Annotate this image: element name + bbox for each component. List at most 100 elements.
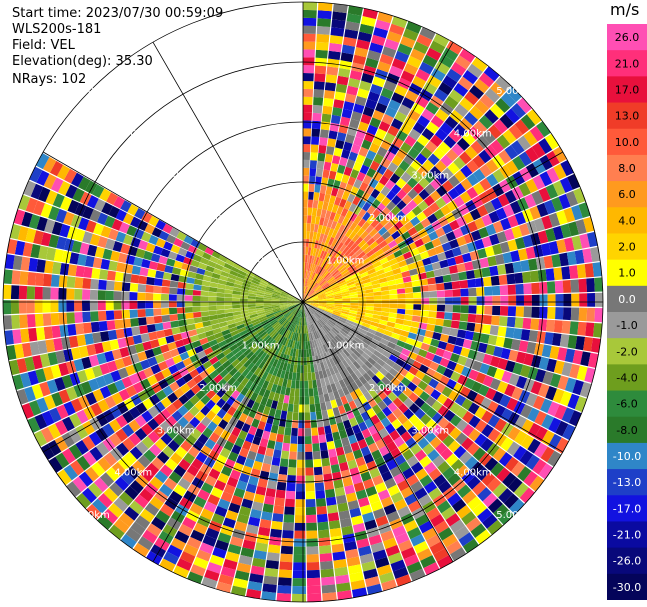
velocity-gate	[335, 139, 345, 150]
velocity-gate	[330, 348, 338, 357]
velocity-gate	[425, 351, 435, 361]
velocity-gate	[375, 19, 391, 31]
velocity-gate	[363, 453, 374, 464]
velocity-gate	[323, 193, 331, 203]
velocity-gate	[539, 154, 553, 171]
velocity-gate	[406, 561, 423, 574]
velocity-gate	[401, 231, 411, 241]
colorbar-segment	[607, 285, 647, 313]
velocity-gate	[86, 504, 102, 520]
velocity-gate	[128, 432, 142, 446]
velocity-gate	[345, 21, 360, 32]
velocity-gate	[304, 435, 312, 445]
ring-label: 2.00km	[199, 383, 237, 394]
velocity-gate	[116, 442, 130, 457]
velocity-gate	[192, 439, 205, 452]
velocity-gate	[467, 221, 478, 233]
velocity-gate	[504, 189, 517, 204]
velocity-gate	[303, 325, 305, 334]
velocity-gate	[287, 303, 296, 306]
velocity-gate	[392, 136, 404, 149]
velocity-gate	[65, 184, 78, 199]
velocity-gate	[359, 80, 372, 92]
velocity-gate	[50, 364, 62, 379]
velocity-gate	[454, 170, 467, 183]
velocity-gate	[186, 277, 195, 284]
velocity-gate	[471, 57, 488, 72]
velocity-gate	[333, 479, 344, 489]
velocity-gate	[427, 317, 437, 325]
velocity-gate	[200, 394, 211, 406]
velocity-gate	[397, 505, 411, 518]
velocity-gate	[407, 381, 418, 392]
velocity-gate	[263, 389, 271, 399]
velocity-gate	[255, 296, 264, 300]
velocity-gate	[335, 172, 344, 182]
velocity-gate	[224, 305, 233, 310]
velocity-gate	[283, 311, 291, 317]
velocity-gate	[414, 408, 426, 420]
velocity-gate	[260, 396, 268, 406]
velocity-gate	[398, 335, 408, 343]
velocity-gate	[26, 286, 36, 300]
velocity-gate	[274, 333, 281, 341]
velocity-gate	[335, 262, 344, 270]
velocity-gate	[495, 97, 511, 113]
velocity-gate	[390, 377, 401, 387]
velocity-gate	[397, 77, 412, 90]
velocity-gate	[578, 278, 588, 293]
velocity-gate	[410, 321, 420, 329]
velocity-gate	[304, 372, 308, 381]
velocity-gate	[333, 439, 343, 449]
velocity-gate	[342, 386, 350, 396]
field-label: Field: VEL	[12, 38, 75, 53]
velocity-gate	[340, 116, 351, 127]
velocity-gate	[303, 294, 306, 302]
velocity-gate	[459, 450, 473, 465]
velocity-gate	[271, 520, 283, 530]
velocity-gate	[279, 317, 286, 324]
velocity-gate	[210, 319, 219, 326]
velocity-gate	[370, 541, 385, 554]
velocity-gate	[317, 224, 323, 234]
velocity-gate	[144, 502, 160, 517]
velocity-gate	[97, 290, 106, 300]
velocity-gate	[365, 309, 374, 315]
velocity-gate	[315, 57, 328, 67]
velocity-gate	[287, 331, 293, 340]
velocity-gate	[207, 379, 218, 389]
velocity-gate	[308, 191, 314, 200]
velocity-gate	[313, 223, 319, 233]
velocity-gate	[367, 378, 377, 388]
velocity-gate	[193, 496, 207, 508]
velocity-gate	[40, 427, 55, 443]
velocity-gate	[192, 311, 202, 318]
velocity-gate	[387, 125, 400, 137]
velocity-gate	[253, 322, 262, 329]
velocity-gate	[415, 513, 430, 527]
velocity-gate	[351, 424, 362, 435]
velocity-gate	[255, 338, 263, 346]
velocity-gate	[209, 282, 219, 288]
velocity-gate	[296, 309, 300, 317]
velocity-gate	[433, 325, 443, 334]
velocity-gate	[515, 375, 528, 389]
velocity-gate	[523, 306, 532, 318]
velocity-gate	[70, 398, 83, 413]
velocity-gate	[432, 371, 443, 382]
velocity-gate	[274, 441, 283, 451]
velocity-gate	[368, 228, 378, 238]
velocity-gate	[467, 126, 482, 140]
velocity-gate	[172, 398, 184, 410]
velocity-gate	[479, 257, 490, 268]
velocity-gate	[303, 136, 311, 145]
velocity-gate	[345, 321, 354, 328]
velocity-gate	[290, 306, 298, 313]
velocity-gate	[378, 226, 388, 236]
velocity-gate	[371, 208, 381, 219]
velocity-gate	[392, 327, 402, 335]
velocity-gate	[561, 320, 571, 334]
velocity-gate	[255, 542, 268, 553]
velocity-gate	[103, 487, 119, 503]
velocity-gate	[200, 416, 212, 428]
